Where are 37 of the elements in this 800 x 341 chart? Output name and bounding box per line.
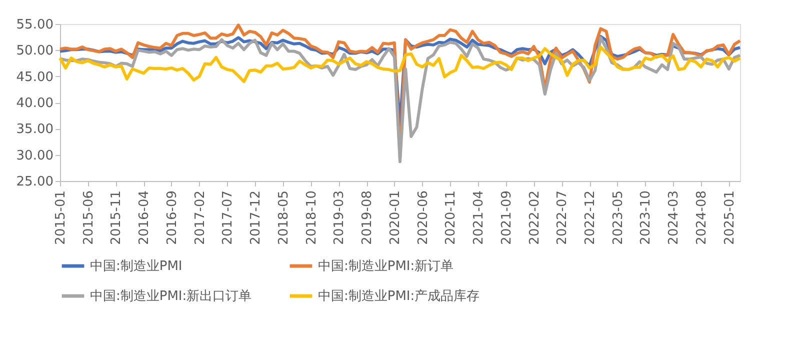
x-tick-label: 2016-04 — [137, 190, 152, 245]
y-tick-label: 50.00 — [16, 44, 54, 59]
x-tick-label: 2015-11 — [109, 190, 124, 245]
x-tick-label: 2020-01 — [388, 190, 403, 245]
x-tick-label: 2022-12 — [583, 190, 598, 245]
x-tick-label: 2019-08 — [360, 190, 376, 245]
y-tick-label: 45.00 — [16, 70, 54, 85]
x-tick-label: 2024-08 — [694, 190, 710, 245]
legend-label: 中国:制造业PMI:新订单 — [318, 259, 454, 274]
x-tick-label: 2025-01 — [722, 190, 738, 245]
x-tick-label: 2016-09 — [164, 190, 180, 245]
y-tick-label: 40.00 — [16, 96, 54, 111]
x-tick-label: 2015-06 — [81, 190, 96, 245]
x-tick-label: 2017-02 — [192, 190, 208, 245]
line-series — [58, 46, 742, 84]
x-tick-label: 2022-07 — [555, 190, 570, 245]
y-tick-label: 55.00 — [16, 18, 54, 32]
x-tick-label: 2018-10 — [304, 190, 320, 245]
x-tick-label: 2017-07 — [220, 190, 236, 245]
y-tick-label: 25.00 — [16, 174, 54, 190]
y-tick-label: 35.00 — [16, 122, 54, 138]
x-tick-label: 2023-05 — [610, 190, 626, 245]
legend-label: 中国:制造业PMI:产成品库存 — [318, 289, 480, 304]
x-tick-label: 2023-10 — [638, 190, 654, 245]
y-tick-label: 30.00 — [16, 148, 54, 164]
x-tick-label: 2021-04 — [472, 190, 487, 245]
x-tick-label: 2019-03 — [332, 190, 348, 245]
x-tick-label: 2020-06 — [416, 190, 431, 245]
legend-label: 中国:制造业PMI — [90, 259, 182, 274]
x-tick-label: 2024-03 — [666, 190, 682, 245]
x-tick-label: 2021-09 — [499, 190, 514, 245]
x-tick-label: 2022-02 — [527, 190, 542, 245]
x-tick-label: 2017-12 — [248, 190, 264, 245]
x-tick-label: 2018-05 — [276, 190, 292, 245]
legend-label: 中国:制造业PMI:新出口订单 — [90, 289, 252, 304]
x-tick-label: 2015-01 — [54, 190, 68, 245]
x-tick-label: 2020-11 — [444, 190, 459, 245]
